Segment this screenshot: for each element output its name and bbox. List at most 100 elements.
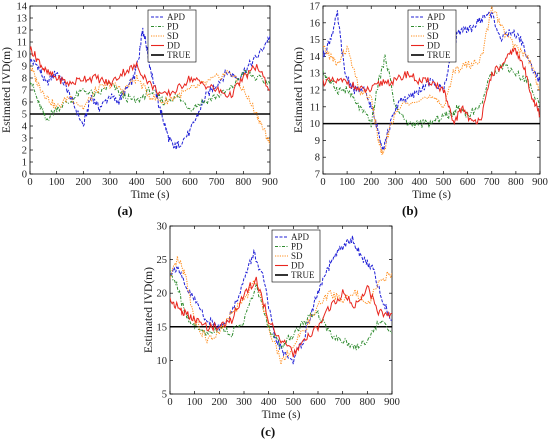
series-line-sd bbox=[323, 6, 540, 155]
y-tick-label: 12 bbox=[310, 86, 321, 97]
x-tick-label: 100 bbox=[49, 177, 65, 188]
y-tick-label: 2 bbox=[22, 146, 27, 157]
y-axis-label: Estimated IVD(m) bbox=[1, 47, 13, 133]
y-tick-label: 16 bbox=[310, 18, 321, 29]
y-tick-label: 0 bbox=[22, 170, 27, 181]
x-tick-label: 0 bbox=[167, 397, 172, 408]
y-tick-label: 8 bbox=[22, 74, 27, 85]
series-line-dd bbox=[323, 47, 540, 126]
legend-entry: TRUE bbox=[167, 50, 191, 60]
x-tick-label: 500 bbox=[436, 177, 452, 188]
series-line-apd bbox=[30, 27, 270, 150]
chart-panel-1: 0 100 200 300 400 500 600 700 800 900012345678910… bbox=[1, 2, 278, 219]
x-tick-label: 400 bbox=[129, 177, 145, 188]
series-line-sd bbox=[170, 256, 392, 365]
x-tick-label: 500 bbox=[155, 177, 171, 188]
y-tick-label: 12 bbox=[17, 26, 28, 37]
y-tick-label: 9 bbox=[22, 62, 27, 73]
legend-entry: APD bbox=[427, 12, 446, 22]
y-tick-label: 4 bbox=[22, 122, 28, 133]
legend-entry: APD bbox=[167, 12, 186, 22]
x-tick-label: 200 bbox=[75, 177, 91, 188]
legend-entry: TRUE bbox=[291, 270, 315, 280]
x-tick-label: 800 bbox=[359, 397, 375, 408]
y-tick-label: 20 bbox=[157, 289, 168, 300]
y-tick-label: 6 bbox=[22, 98, 27, 109]
x-axis-label: Time (s) bbox=[131, 189, 170, 201]
panel-label: (b) bbox=[402, 203, 418, 218]
legend-entry: DD bbox=[167, 41, 180, 51]
y-tick-label: 7 bbox=[315, 170, 320, 181]
y-tick-label: 15 bbox=[310, 35, 321, 46]
y-tick-label: 30 bbox=[157, 222, 168, 233]
y-tick-label: 15 bbox=[157, 322, 168, 333]
y-tick-label: 3 bbox=[22, 134, 27, 145]
legend-entry: SD bbox=[167, 31, 179, 41]
y-tick-label: 9 bbox=[315, 136, 320, 147]
x-tick-label: 200 bbox=[211, 397, 227, 408]
y-tick-label: 10 bbox=[310, 119, 321, 130]
y-tick-label: 11 bbox=[17, 38, 27, 49]
y-axis-label: Estimated IVD(m) bbox=[293, 47, 305, 133]
series-line-pd bbox=[30, 68, 270, 122]
panel-label: (a) bbox=[117, 203, 132, 218]
x-tick-label: 300 bbox=[102, 177, 118, 188]
series-line-pd bbox=[323, 54, 540, 128]
x-tick-label: 900 bbox=[532, 177, 548, 188]
series-line-dd bbox=[170, 276, 392, 358]
x-tick-label: 100 bbox=[339, 177, 355, 188]
x-tick-label: 800 bbox=[235, 177, 251, 188]
x-tick-label: 600 bbox=[182, 177, 198, 188]
y-tick-label: 13 bbox=[17, 14, 28, 25]
legend-entry: PD bbox=[167, 22, 179, 32]
y-tick-label: 13 bbox=[310, 69, 321, 80]
y-tick-label: 25 bbox=[157, 255, 168, 266]
y-tick-label: 7 bbox=[22, 86, 27, 97]
x-tick-label: 600 bbox=[310, 397, 326, 408]
y-tick-label: 11 bbox=[310, 102, 320, 113]
x-tick-label: 700 bbox=[209, 177, 225, 188]
panel-label: (c) bbox=[261, 424, 275, 439]
y-axis-label: Estimated IVD(m) bbox=[143, 267, 155, 353]
x-tick-label: 800 bbox=[508, 177, 524, 188]
legend-entry: PD bbox=[427, 22, 439, 32]
legend-entry: PD bbox=[291, 242, 303, 252]
chart-panel-3: 0 100 200 300 400 500 600 700 800 900 5 10 15 20 25 30 T… bbox=[143, 222, 400, 440]
series-line-apd bbox=[170, 235, 392, 365]
x-axis-label: Time (s) bbox=[412, 189, 451, 201]
x-tick-label: 700 bbox=[484, 177, 500, 188]
legend-entry: SD bbox=[291, 251, 303, 261]
x-tick-label: 900 bbox=[262, 177, 278, 188]
y-tick-label: 1 bbox=[22, 158, 27, 169]
y-tick-label: 5 bbox=[22, 110, 27, 121]
x-tick-label: 100 bbox=[187, 397, 203, 408]
y-tick-label: 14 bbox=[310, 52, 321, 63]
legend-entry: DD bbox=[291, 261, 304, 271]
x-tick-label: 300 bbox=[387, 177, 403, 188]
chart-panel-2: 0 100 200 300 400 500 600 700 800 900 7 8 9 10 11 12 13 1… bbox=[293, 2, 548, 219]
y-tick-label: 17 bbox=[310, 2, 321, 13]
legend-entry: APD bbox=[291, 232, 310, 242]
x-tick-label: 400 bbox=[412, 177, 428, 188]
y-tick-label: 5 bbox=[162, 390, 167, 401]
x-tick-label: 200 bbox=[363, 177, 379, 188]
legend-entry: TRUE bbox=[427, 50, 451, 60]
x-tick-label: 0 bbox=[320, 177, 325, 188]
x-tick-label: 300 bbox=[236, 397, 252, 408]
x-axis-label: Time (s) bbox=[262, 409, 301, 421]
series-line-dd bbox=[30, 46, 270, 99]
x-tick-label: 400 bbox=[261, 397, 277, 408]
x-tick-label: 700 bbox=[335, 397, 351, 408]
x-tick-label: 600 bbox=[460, 177, 476, 188]
legend-entry: SD bbox=[427, 31, 439, 41]
y-tick-label: 10 bbox=[157, 356, 168, 367]
series-line-apd bbox=[323, 10, 540, 151]
x-tick-label: 0 bbox=[27, 177, 32, 188]
y-tick-label: 10 bbox=[17, 50, 28, 61]
y-tick-label: 8 bbox=[315, 153, 320, 164]
x-tick-label: 900 bbox=[384, 397, 400, 408]
